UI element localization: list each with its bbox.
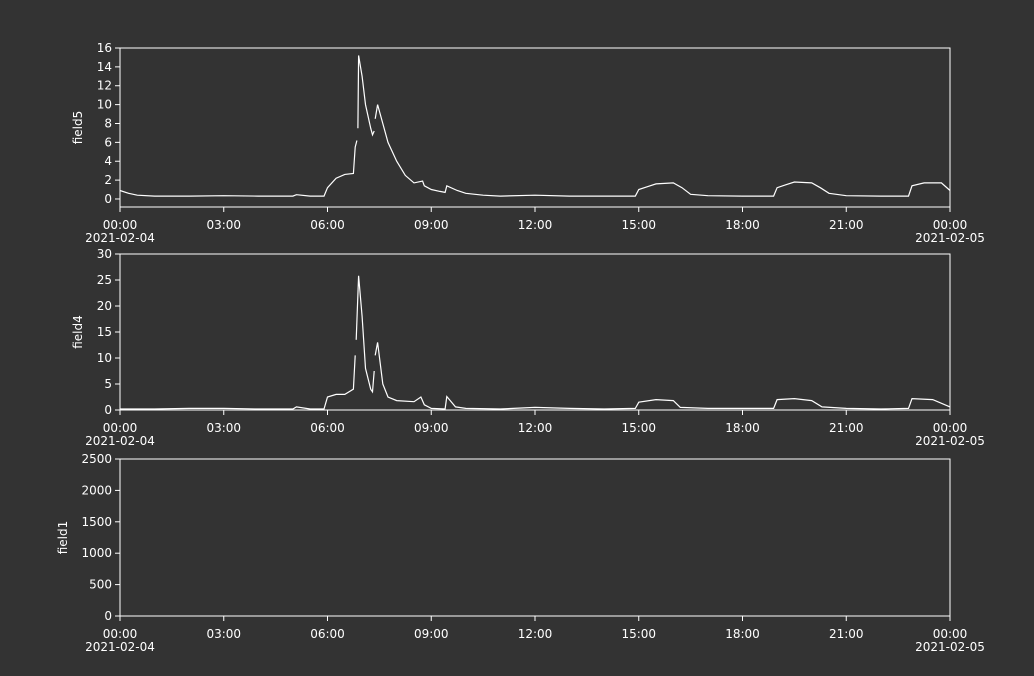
- y-tick-label: 10: [97, 98, 112, 112]
- x-date-label: 2021-02-04: [85, 231, 155, 245]
- y-tick-label: 1500: [81, 515, 112, 529]
- y-tick-label: 4: [104, 154, 112, 168]
- x-tick-label: 15:00: [621, 627, 656, 641]
- data-line: [119, 55, 951, 197]
- y-tick-label: 30: [97, 247, 112, 261]
- x-tick-label: 12:00: [518, 218, 553, 232]
- y-tick-label: 15: [97, 325, 112, 339]
- x-date-label: 2021-02-04: [85, 640, 155, 654]
- y-tick-label: 20: [97, 299, 112, 313]
- x-date-label: 2021-02-05: [915, 231, 985, 245]
- x-tick-label: 00:00: [103, 218, 138, 232]
- y-tick-label: 1000: [81, 546, 112, 560]
- x-tick-label: 00:00: [103, 627, 138, 641]
- y-tick-label: 16: [97, 41, 112, 55]
- y-tick-label: 0: [104, 403, 112, 417]
- x-date-label: 2021-02-05: [915, 640, 985, 654]
- x-tick-label: 03:00: [206, 421, 241, 435]
- x-tick-label: 03:00: [206, 218, 241, 232]
- x-tick-label: 21:00: [829, 627, 864, 641]
- x-tick-label: 06:00: [310, 421, 345, 435]
- y-tick-label: 5: [104, 377, 112, 391]
- x-tick-label: 06:00: [310, 218, 345, 232]
- x-tick-label: 15:00: [621, 421, 656, 435]
- x-tick-label: 09:00: [414, 218, 449, 232]
- x-tick-label: 00:00: [933, 627, 968, 641]
- x-tick-label: 15:00: [621, 218, 656, 232]
- x-tick-label: 18:00: [725, 627, 760, 641]
- y-axis-label: field4: [71, 315, 85, 349]
- x-date-label: 2021-02-04: [85, 434, 155, 448]
- y-tick-label: 12: [97, 79, 112, 93]
- x-tick-label: 12:00: [518, 627, 553, 641]
- x-tick-label: 06:00: [310, 627, 345, 641]
- y-tick-label: 8: [104, 116, 112, 130]
- y-tick-label: 14: [97, 60, 112, 74]
- y-tick-label: 500: [89, 578, 112, 592]
- y-tick-label: 0: [104, 609, 112, 623]
- plot-frame: [119, 47, 951, 208]
- x-tick-label: 18:00: [725, 218, 760, 232]
- y-tick-label: 2500: [81, 452, 112, 466]
- x-tick-label: 21:00: [829, 421, 864, 435]
- x-tick-label: 00:00: [933, 421, 968, 435]
- x-tick-label: 00:00: [103, 421, 138, 435]
- y-axis-label: field5: [71, 111, 85, 145]
- y-axis-label: field1: [56, 521, 70, 555]
- y-tick-label: 10: [97, 351, 112, 365]
- x-tick-label: 09:00: [414, 627, 449, 641]
- x-tick-label: 00:00: [933, 218, 968, 232]
- plot-frame: [119, 253, 951, 411]
- x-tick-label: 03:00: [206, 627, 241, 641]
- y-tick-label: 0: [104, 192, 112, 206]
- y-tick-label: 2000: [81, 483, 112, 497]
- x-tick-label: 09:00: [414, 421, 449, 435]
- y-tick-label: 6: [104, 135, 112, 149]
- y-tick-label: 2: [104, 173, 112, 187]
- data-line: [120, 275, 951, 410]
- plot-frame: [119, 458, 951, 617]
- x-date-label: 2021-02-05: [915, 434, 985, 448]
- x-tick-label: 21:00: [829, 218, 864, 232]
- x-tick-label: 12:00: [518, 421, 553, 435]
- x-tick-label: 18:00: [725, 421, 760, 435]
- y-tick-label: 25: [97, 273, 112, 287]
